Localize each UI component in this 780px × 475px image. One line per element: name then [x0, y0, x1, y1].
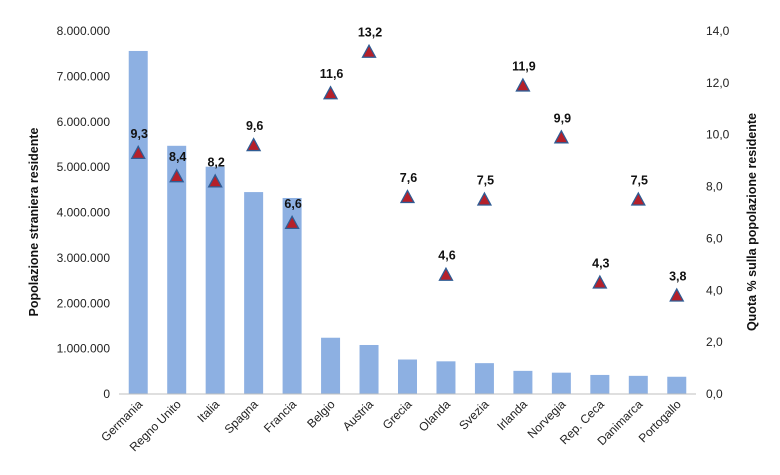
left-tick-label: 5.000.000 [57, 160, 111, 174]
category-label: Portogallo [636, 397, 684, 445]
category-label: Svezia [456, 397, 492, 433]
triangle-marker [322, 85, 339, 100]
bar [628, 375, 648, 394]
data-label: 4,6 [438, 249, 455, 263]
data-label: 8,2 [207, 155, 224, 169]
triangle-marker [169, 168, 185, 183]
bar [128, 50, 148, 395]
data-label: 6,6 [284, 197, 301, 211]
triangle-marker [438, 266, 454, 281]
right-tick-label: 2,0 [706, 335, 723, 349]
data-labels: 9,3 8,4 8,2 9,6 6,6 11,6 13,2 7,6 4,6 7,5 11,9 9,9 4… [131, 26, 687, 284]
right-tick-label: 12,0 [706, 76, 730, 90]
category-label: Italia [194, 397, 222, 425]
bar [474, 363, 494, 394]
bar [436, 361, 456, 394]
right-tick-label: 6,0 [706, 231, 723, 245]
right-tick-label: 4,0 [706, 283, 723, 297]
bar [590, 374, 610, 394]
right-tick-label: 14,0 [706, 24, 730, 38]
category-label: Grecia [380, 397, 415, 432]
triangle-marker [553, 129, 569, 144]
category-label: Austria [340, 397, 377, 434]
data-label: 7,5 [477, 174, 494, 188]
left-tick-label: 7.000.000 [57, 69, 111, 83]
right-axis-ticks: 0,0 2,0 4,0 6,0 8,0 10,0 12,0 14,0 [706, 24, 730, 401]
data-label: 9,9 [554, 111, 571, 125]
right-tick-label: 0,0 [706, 387, 723, 401]
triangle-marker [630, 191, 646, 206]
triangle-marker [515, 77, 531, 92]
triangle-marker [669, 287, 685, 302]
data-label: 13,2 [358, 26, 382, 40]
bar [244, 192, 264, 394]
data-label: 11,9 [512, 59, 536, 73]
data-label: 9,3 [131, 127, 148, 141]
left-tick-label: 4.000.000 [57, 206, 111, 220]
bar [282, 197, 302, 394]
triangle-marker [592, 274, 608, 289]
bar [551, 372, 571, 394]
data-label: 7,5 [631, 174, 648, 188]
left-tick-label: 1.000.000 [57, 342, 111, 356]
left-tick-label: 2.000.000 [57, 296, 111, 310]
left-tick-label: 0 [103, 387, 110, 401]
bar [513, 370, 533, 394]
bar [359, 344, 379, 394]
category-label: Irlanda [494, 397, 530, 433]
category-label: Francia [261, 397, 299, 435]
right-tick-label: 8,0 [706, 180, 723, 194]
triangle-marker [476, 191, 493, 206]
triangle-marker [399, 189, 416, 204]
triangle-marker [246, 137, 262, 152]
bar [667, 376, 687, 394]
data-label: 7,6 [400, 171, 417, 185]
data-label: 11,6 [320, 67, 344, 81]
triangle-marker [361, 43, 377, 58]
left-tick-label: 3.000.000 [57, 251, 111, 265]
left-tick-label: 8.000.000 [57, 24, 111, 38]
bar [205, 166, 225, 394]
data-label: 4,3 [592, 257, 609, 271]
right-tick-label: 10,0 [706, 128, 730, 142]
category-label: Olanda [416, 397, 453, 434]
category-label: Belgio [304, 397, 338, 431]
bar [398, 359, 417, 394]
bar [167, 145, 187, 394]
triangle-marker [130, 144, 146, 160]
right-axis-title: Quota % sulla popolazione residente [745, 113, 759, 331]
triangle-marker [207, 173, 223, 188]
left-tick-label: 6.000.000 [57, 115, 111, 129]
data-label: 3,8 [669, 269, 686, 283]
bar-series [128, 50, 687, 395]
category-label: Spagna [222, 397, 261, 436]
marker-series [130, 43, 685, 302]
triangle-marker [284, 215, 300, 230]
data-label: 9,6 [246, 119, 263, 133]
left-axis-title: Popolazione straniera residente [27, 127, 41, 316]
bar [321, 337, 341, 394]
data-label: 8,4 [169, 150, 186, 164]
left-axis-ticks: 0 1.000.000 2.000.000 3.000.000 4.000.000 5.0… [57, 24, 111, 401]
